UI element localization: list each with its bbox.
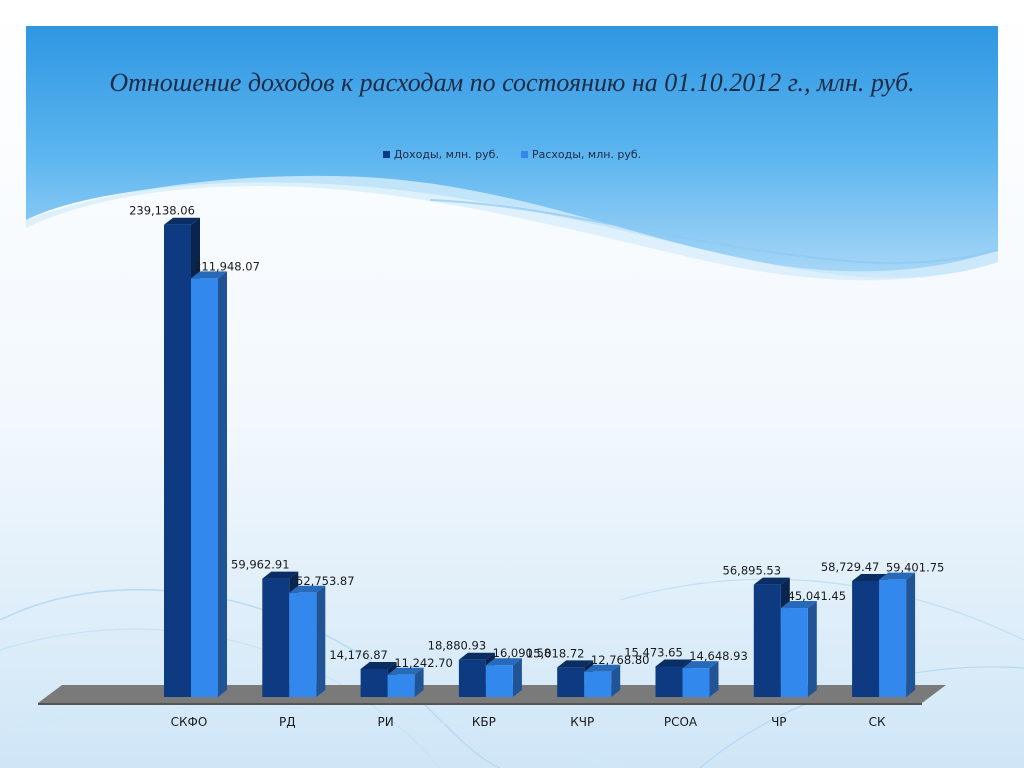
bar-front bbox=[360, 669, 388, 697]
chart-legend: Доходы, млн. руб. Расходы, млн. руб. bbox=[0, 148, 1024, 161]
bar-expenses-2 bbox=[289, 585, 326, 697]
bar-top bbox=[289, 585, 326, 593]
x-tick-label-3: РИ bbox=[377, 715, 393, 729]
legend-item-income: Доходы, млн. руб. bbox=[382, 148, 499, 161]
bar-front bbox=[584, 671, 612, 697]
bar-front bbox=[682, 668, 710, 697]
bar-top bbox=[852, 574, 889, 582]
bar-side bbox=[906, 572, 916, 697]
legend-label-income: Доходы, млн. руб. bbox=[393, 148, 499, 161]
x-tick-label-6: РСОА bbox=[664, 715, 698, 729]
x-tick-label-5: КЧР bbox=[570, 715, 594, 729]
legend-swatch-expenses bbox=[520, 151, 528, 158]
bar-top bbox=[191, 271, 227, 279]
x-tick-label-2: РД bbox=[279, 715, 296, 729]
legend-swatch-income bbox=[382, 151, 390, 158]
bar-top bbox=[879, 572, 916, 580]
bar-front bbox=[289, 592, 317, 697]
bar-expenses-3 bbox=[387, 667, 424, 697]
data-label-expenses-1: 211,948.07 bbox=[194, 259, 260, 273]
data-label-income-1: 239,138.06 bbox=[129, 204, 195, 218]
data-label-income-6: 15,473.65 bbox=[624, 645, 683, 659]
data-label-income-4: 18,880.93 bbox=[428, 639, 487, 653]
bar-front bbox=[655, 666, 683, 697]
bar-front bbox=[780, 608, 808, 697]
bar-top bbox=[458, 652, 495, 660]
bar-top bbox=[387, 667, 424, 675]
bar-expenses-5 bbox=[584, 664, 621, 697]
data-label-expenses-7: 45,041.45 bbox=[788, 589, 847, 603]
bar-top bbox=[780, 601, 817, 609]
x-tick-label-1: СКФО bbox=[171, 715, 208, 729]
bar-front bbox=[753, 584, 781, 697]
bar-top bbox=[485, 658, 522, 666]
bar-top bbox=[360, 662, 397, 670]
bar-side bbox=[709, 661, 719, 697]
bar-front bbox=[852, 581, 880, 697]
data-label-expenses-4: 16,090.58 bbox=[493, 646, 552, 660]
data-label-income-7: 56,895.53 bbox=[723, 564, 782, 578]
legend-item-expenses: Расходы, млн. руб. bbox=[520, 148, 642, 161]
bar-side bbox=[807, 601, 817, 697]
bar-expenses-1 bbox=[191, 271, 227, 697]
bar-front bbox=[458, 659, 486, 697]
data-label-expenses-6: 14,648.93 bbox=[689, 649, 748, 663]
bar-front bbox=[557, 667, 585, 697]
bar-side bbox=[611, 664, 621, 697]
bar-front bbox=[164, 224, 191, 697]
bar-expenses-8 bbox=[879, 572, 916, 697]
bar-top bbox=[557, 660, 594, 668]
bar-front bbox=[191, 278, 218, 697]
bar-expenses-7 bbox=[780, 601, 817, 697]
bar-front bbox=[387, 674, 415, 697]
bar-front bbox=[485, 665, 513, 697]
chart-title: Отношение доходов к расходам по состояни… bbox=[109, 68, 915, 97]
legend-label-expenses: Расходы, млн. руб. bbox=[531, 148, 642, 161]
bar-top bbox=[262, 571, 299, 579]
bar-top bbox=[584, 664, 621, 672]
x-tick-label-7: ЧР bbox=[771, 715, 786, 729]
chart-floor-edge bbox=[38, 703, 922, 705]
bar-side bbox=[218, 271, 227, 697]
data-label-expenses-5: 12,768.80 bbox=[591, 653, 650, 667]
bar-top bbox=[164, 217, 200, 225]
data-label-income-5: 15,018.72 bbox=[526, 646, 585, 660]
data-label-income-2: 59,962.91 bbox=[231, 558, 290, 572]
data-label-expenses-3: 11,242.70 bbox=[394, 656, 453, 670]
bar-top bbox=[655, 659, 692, 667]
data-label-expenses-8: 59,401.75 bbox=[886, 561, 945, 575]
bar-side bbox=[512, 658, 522, 697]
bar-expenses-4 bbox=[485, 658, 522, 697]
bar-top bbox=[682, 661, 719, 669]
bar-top bbox=[753, 577, 790, 585]
bar-side bbox=[414, 667, 424, 697]
x-tick-label-8: СК bbox=[869, 715, 886, 729]
bar-side bbox=[316, 585, 326, 697]
data-label-income-8: 58,729.47 bbox=[821, 560, 880, 574]
bar-front bbox=[262, 578, 290, 697]
bar-expenses-6 bbox=[682, 661, 719, 697]
bar-front bbox=[879, 579, 907, 697]
data-label-income-3: 14,176.87 bbox=[329, 648, 388, 662]
data-label-expenses-2: 52,753.87 bbox=[296, 574, 355, 588]
x-tick-label-4: КБР bbox=[472, 715, 496, 729]
